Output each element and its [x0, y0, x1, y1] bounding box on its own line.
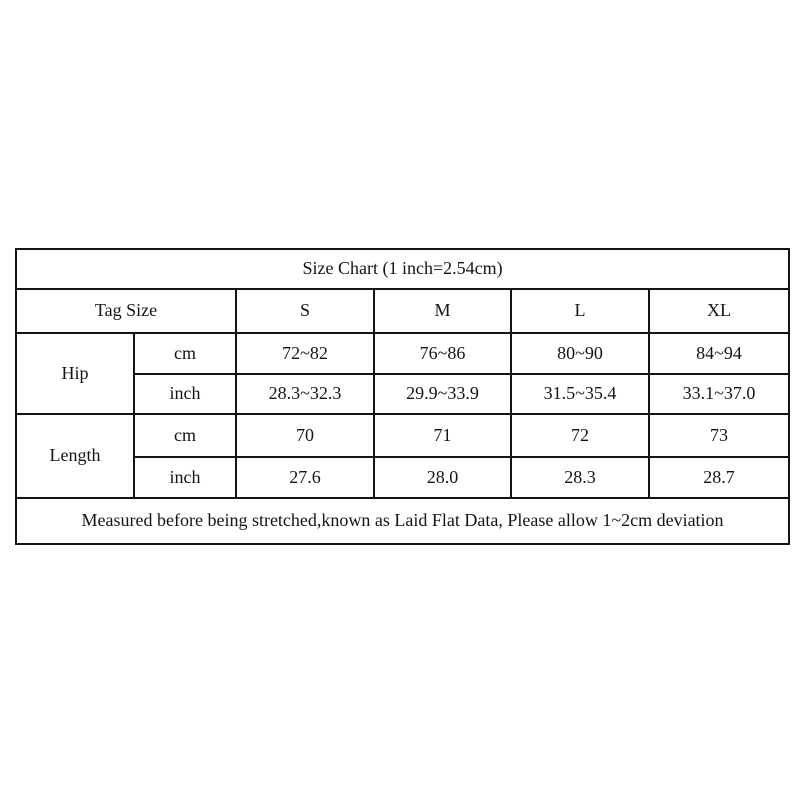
table-row-hip-inch: inch 28.3~32.3 29.9~33.9 31.5~35.4 33.1~… [16, 373, 791, 415]
title-row: Size Chart (1 inch=2.54cm) [14, 248, 791, 290]
size-header-xl: XL [647, 288, 791, 334]
table-cell-length-cm-l: 72 [510, 413, 650, 458]
unit-label-cm: cm [133, 332, 237, 375]
size-chart-title: Size Chart (1 inch=2.54cm) [14, 248, 791, 290]
table-cell-length-inch-s: 27.6 [235, 456, 375, 499]
table-cell-length-cm-xl: 73 [647, 413, 791, 458]
tag-size-header: Tag Size [15, 288, 237, 334]
size-header-s: S [235, 288, 375, 334]
table-cell-hip-inch-xl: 33.1~37.0 [647, 373, 791, 415]
size-header-m: M [373, 288, 512, 334]
table-row-length-inch: inch 27.6 28.0 28.3 28.7 [16, 456, 791, 499]
table-row-length-cm: Length cm 70 71 72 73 [15, 413, 791, 499]
table-cell-hip-cm-m: 76~86 [373, 332, 512, 375]
table-cell-length-inch-m: 28.0 [373, 456, 512, 499]
header-row: Tag Size S M L XL [15, 288, 791, 334]
table-cell-hip-inch-m: 29.9~33.9 [373, 373, 512, 415]
table-cell-hip-cm-xl: 84~94 [647, 332, 791, 375]
row-label-length: Length [15, 413, 135, 499]
unit-label-inch: inch [133, 373, 237, 415]
unit-label-cm: cm [133, 413, 237, 458]
footnote-row: Measured before being stretched,known as… [14, 497, 791, 545]
measurement-footnote: Measured before being stretched,known as… [14, 497, 791, 545]
table-cell-hip-inch-l: 31.5~35.4 [510, 373, 650, 415]
table-cell-hip-cm-s: 72~82 [235, 332, 375, 375]
table-row-hip-cm: Hip cm 72~82 76~86 80~90 84~94 [15, 332, 791, 415]
size-header-l: L [510, 288, 650, 334]
table-cell-length-inch-xl: 28.7 [647, 456, 791, 499]
size-chart-table: Size Chart (1 inch=2.54cm) Tag Size S M … [14, 248, 791, 545]
table-cell-length-inch-l: 28.3 [510, 456, 650, 499]
unit-label-inch: inch [133, 456, 237, 499]
table-cell-hip-inch-s: 28.3~32.3 [235, 373, 375, 415]
table-cell-length-cm-m: 71 [373, 413, 512, 458]
table-cell-hip-cm-l: 80~90 [510, 332, 650, 375]
row-label-hip: Hip [15, 332, 135, 415]
table-cell-length-cm-s: 70 [235, 413, 375, 458]
